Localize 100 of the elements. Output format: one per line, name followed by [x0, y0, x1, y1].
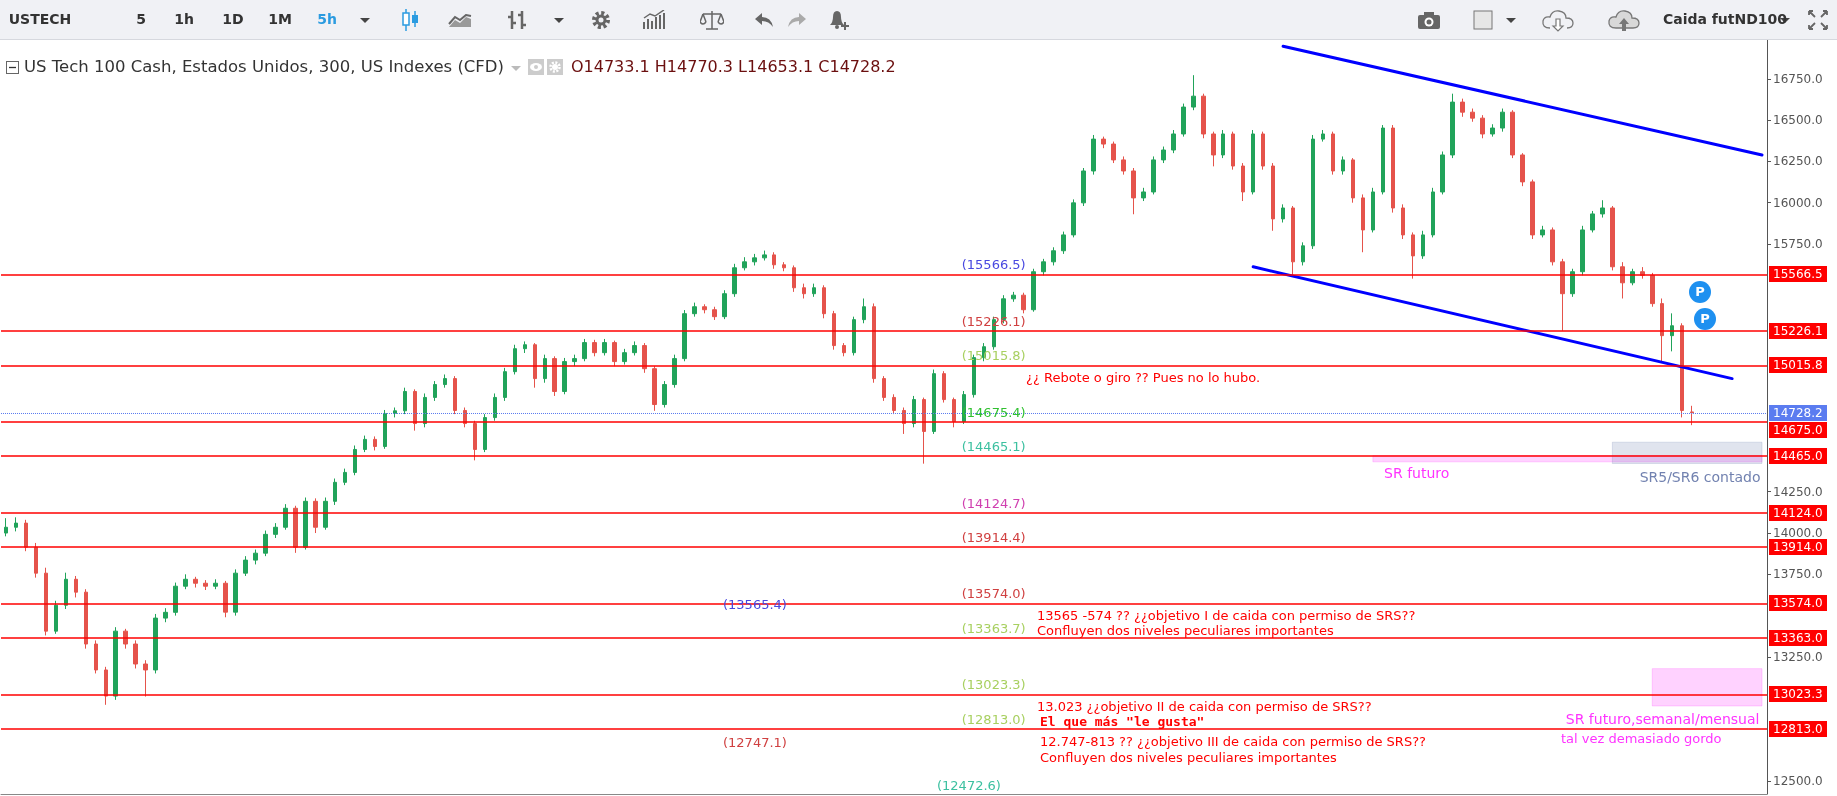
- band-label: SR futuro: [1384, 465, 1450, 482]
- text: 1h: [174, 11, 194, 27]
- annotation: Confluyen dos niveles peculiares importantes: [1040, 750, 1337, 766]
- candlestick: [842, 342, 846, 357]
- y-tick-label: 14250.0: [1773, 484, 1823, 499]
- candlestick: [1530, 179, 1535, 240]
- candlestick: [1550, 226, 1555, 266]
- candlestick: [1421, 230, 1425, 260]
- candlestick: [602, 338, 607, 356]
- candlestick: [1371, 187, 1375, 233]
- candlestick: [1590, 210, 1595, 233]
- annotation: P: [1694, 308, 1716, 330]
- candlestick: [922, 397, 926, 465]
- candlestick: [413, 388, 417, 432]
- candlestick: [1241, 162, 1245, 202]
- candlestick: [1141, 187, 1146, 202]
- candlestick: [533, 342, 537, 389]
- text: 5h: [317, 11, 337, 27]
- candlestick: [762, 250, 767, 261]
- ref-line-label: 15015.8: [1769, 357, 1827, 374]
- candlestick: [4, 517, 8, 537]
- candlestick: [1401, 203, 1405, 240]
- candlestick: [822, 284, 826, 319]
- annotation: P: [1689, 281, 1711, 303]
- candlestick: [1231, 131, 1235, 171]
- candlestick: [443, 373, 447, 389]
- candlestick: [373, 435, 377, 451]
- candlestick: [1031, 268, 1036, 313]
- ref-line-label: 14728.2: [1769, 404, 1827, 421]
- ref-line-label: 15226.1: [1769, 322, 1827, 339]
- candlestick: [1520, 152, 1525, 187]
- annotation: 12.747-813 ?? ¿¿objetivo III de caida con permiso de SRS??: [1040, 734, 1426, 750]
- ref-line-label: 13914.0: [1769, 539, 1827, 556]
- y-tick-label: 16000.0: [1773, 195, 1823, 210]
- annotation: (13574.0): [961, 586, 1026, 603]
- y-tick-label: 12500.0: [1773, 773, 1823, 788]
- y-tick-label: 13250.0: [1773, 649, 1823, 664]
- candlestick: [802, 283, 806, 299]
- text: 1D: [222, 11, 244, 27]
- candlestick: [1411, 231, 1415, 280]
- candlestick: [1311, 134, 1315, 250]
- ref-line-label: 13574.0: [1769, 595, 1827, 612]
- candlestick: [293, 505, 298, 554]
- candlestick: [952, 397, 956, 428]
- candlestick: [1480, 114, 1485, 139]
- annotation: 13.023 ¿¿objetivo II de caida con permiso de SRS??: [1037, 699, 1372, 715]
- candlestick: [1161, 146, 1166, 164]
- band-label: SR futuro,semanal/mensual: [1565, 711, 1760, 728]
- text: US Tech 100 Cash, Estados Unidos, 300, US Indexes (CFD): [24, 57, 504, 77]
- candlestick: [1460, 98, 1465, 118]
- candlestick: [692, 302, 697, 318]
- candlestick: [1391, 124, 1395, 214]
- candlestick: [213, 578, 218, 590]
- candlestick: [473, 420, 477, 461]
- candlestick: [24, 519, 28, 552]
- candlestick: [1261, 131, 1265, 171]
- candlestick: [632, 340, 637, 356]
- candlestick: [54, 600, 58, 635]
- candlestick: [1071, 198, 1076, 238]
- candlestick: [942, 370, 946, 404]
- candlestick: [74, 575, 78, 598]
- candlestick: [493, 392, 497, 422]
- annotation: El que más "le gusta": [1040, 714, 1205, 730]
- candlestick: [1510, 109, 1515, 159]
- candlestick: [503, 367, 507, 402]
- annotation: (13914.4): [961, 530, 1026, 547]
- ref-line-label: 13023.3: [1769, 686, 1827, 703]
- candlestick: [153, 613, 158, 674]
- candlestick: [1440, 150, 1445, 195]
- candlestick: [932, 369, 936, 435]
- candlestick: [872, 302, 876, 384]
- ref-line-label: 12813.0: [1769, 721, 1827, 738]
- candlestick: [752, 253, 757, 266]
- candlestick: [682, 309, 687, 362]
- text: 5: [136, 11, 146, 27]
- candlestick: [582, 338, 587, 362]
- candlestick: [343, 468, 347, 486]
- annotation: (12813.0): [961, 712, 1026, 729]
- candlestick: [1610, 205, 1615, 271]
- candlestick: [143, 659, 148, 698]
- candlestick: [253, 549, 258, 565]
- candlestick: [612, 340, 617, 367]
- candlestick: [732, 263, 737, 298]
- annotation: ¿¿ Rebote o giro ?? Pues no lo hubo.: [1026, 370, 1261, 386]
- candlestick: [283, 503, 288, 531]
- candlestick: [1331, 131, 1335, 176]
- candlestick: [1490, 123, 1495, 138]
- candlestick: [1281, 203, 1285, 224]
- candlestick: [14, 516, 18, 532]
- candlestick: [333, 478, 337, 506]
- candlestick: [34, 542, 38, 579]
- candlestick: [263, 530, 268, 557]
- candlestick: [1051, 246, 1056, 266]
- candlestick: [64, 572, 68, 610]
- annotation: Confluyen dos niveles peculiares importantes: [1037, 623, 1334, 639]
- candlestick: [163, 607, 168, 623]
- candlestick: [1321, 129, 1325, 143]
- candlestick: [1271, 162, 1275, 232]
- candlestick: [94, 639, 98, 674]
- candlestick: [782, 261, 786, 272]
